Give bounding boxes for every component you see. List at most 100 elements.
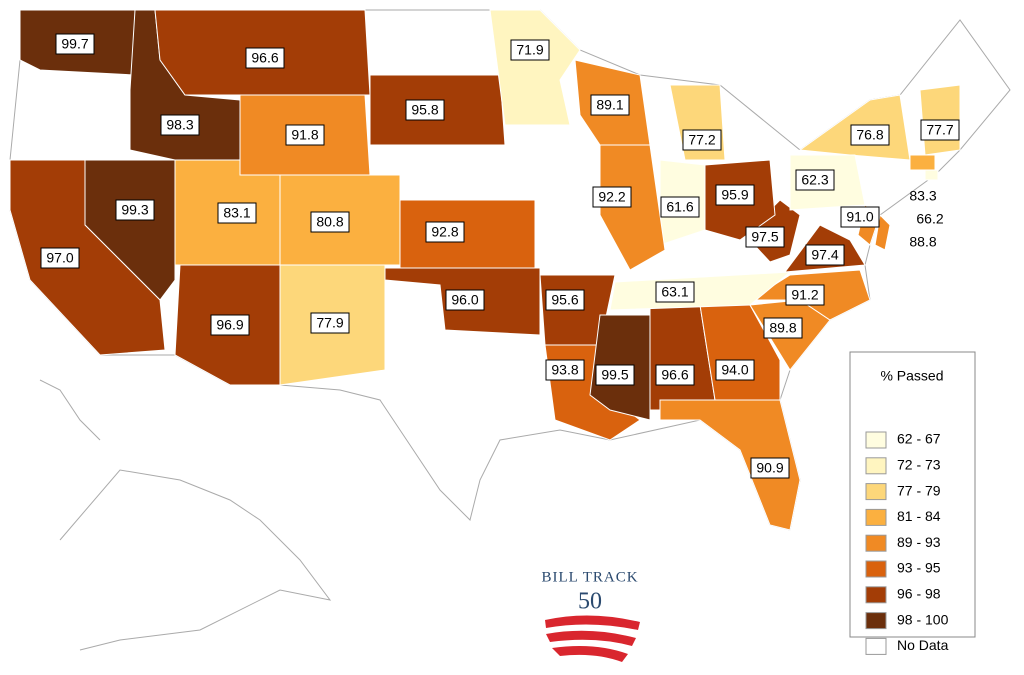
logo-stripe [552, 646, 628, 662]
state-value: 66.2 [916, 211, 943, 227]
legend-swatch [865, 534, 887, 552]
label-box [920, 119, 960, 141]
legend-swatch [865, 457, 887, 475]
label-box [310, 312, 350, 334]
state-value: 90.9 [756, 460, 783, 476]
logo-number: 50 [578, 589, 602, 615]
logo-name: BILL TRACK [541, 569, 638, 585]
label-box [405, 99, 445, 121]
logo-stripe [545, 615, 640, 630]
state [399, 199, 536, 269]
label-box [210, 314, 250, 336]
state-value: 62.3 [801, 172, 828, 188]
state-value: 99.5 [601, 367, 628, 383]
label-box [245, 47, 285, 69]
legend-label: 93 - 95 [897, 560, 941, 576]
legend-label: No Data [897, 637, 949, 653]
legend-swatch [865, 560, 887, 578]
label-box [545, 289, 585, 311]
state-value: 96.6 [251, 50, 278, 66]
label-box [115, 199, 155, 221]
state-value: 95.6 [551, 292, 578, 308]
label-box [840, 206, 880, 228]
label-box [682, 129, 722, 151]
state-value: 91.8 [291, 127, 318, 143]
state-value: 80.8 [316, 214, 343, 230]
state-value: 92.2 [598, 189, 625, 205]
label-box [750, 457, 790, 479]
state-value: 96.9 [216, 317, 243, 333]
label-box [510, 39, 550, 61]
label-box [425, 221, 465, 243]
state-value: 97.0 [46, 250, 73, 266]
label-box [40, 247, 80, 269]
state [609, 271, 792, 311]
logo-stripe [546, 630, 636, 646]
label-box [590, 94, 630, 116]
states [9, 9, 961, 531]
legend-swatch [865, 431, 887, 449]
state-value: 77.9 [316, 315, 343, 331]
legend-swatch [865, 483, 887, 501]
state-value: 88.8 [909, 234, 936, 250]
state [909, 154, 936, 171]
legend-label: 89 - 93 [897, 534, 941, 550]
label-box [445, 289, 485, 311]
label-box [160, 114, 200, 136]
state-value: 96.0 [451, 292, 478, 308]
alaska-outline [59, 469, 332, 651]
state-value: 94.0 [721, 362, 748, 378]
state-value: 97.5 [751, 229, 778, 245]
label-box [55, 33, 95, 55]
state [9, 159, 166, 356]
label-box [655, 281, 695, 303]
legend-label: 72 - 73 [897, 457, 941, 473]
state [659, 399, 801, 531]
legend-label: 81 - 84 [897, 508, 941, 524]
state-value: 83.3 [909, 188, 936, 204]
state-value: 99.7 [61, 36, 88, 52]
label-box [545, 359, 585, 381]
label-box [217, 202, 257, 224]
state-value: 97.4 [811, 247, 838, 263]
label-box [660, 196, 700, 218]
state-value: 98.3 [166, 117, 193, 133]
state-value: 91.2 [791, 287, 818, 303]
label-box [785, 284, 825, 306]
state-value: 76.8 [856, 127, 883, 143]
label-box [592, 186, 632, 208]
legend-swatch [865, 637, 887, 655]
state-value: 96.6 [661, 367, 688, 383]
label-box [285, 124, 325, 146]
state [489, 9, 581, 126]
label-box [805, 244, 845, 266]
label-box [310, 211, 350, 233]
legend-swatch [865, 586, 887, 604]
state-value: 99.3 [121, 202, 148, 218]
state-value: 61.6 [666, 199, 693, 215]
legend-label: 77 - 79 [897, 482, 941, 498]
legend-label: 98 - 100 [897, 611, 949, 627]
state-value: 91.0 [846, 209, 873, 225]
legend-swatch [865, 612, 887, 630]
state-value: 83.1 [223, 205, 250, 221]
legend-swatch [865, 508, 887, 526]
label-box [745, 226, 785, 248]
state-value: 93.8 [551, 362, 578, 378]
state-value: 92.8 [431, 224, 458, 240]
state [924, 169, 939, 181]
label-box [715, 359, 755, 381]
state-value: 71.9 [516, 42, 543, 58]
state-value: 89.8 [769, 320, 796, 336]
state-value: 95.8 [411, 102, 438, 118]
hawaii-outline [39, 379, 101, 441]
labels: 99.7 98.3 96.6 91.8 95.8 99.3 97.0 83.1 80.8 96.9… [40, 33, 960, 479]
state-value: 95.9 [721, 187, 748, 203]
label-box [763, 317, 803, 339]
legend-items: 62 - 67 72 - 73 77 - 79 81 - 84 89 - 93 93 - … [865, 431, 949, 655]
legend-label: 96 - 98 [897, 586, 941, 602]
state-value: 77.7 [926, 122, 953, 138]
state-value: 89.1 [596, 97, 623, 113]
legend-title: % Passed [880, 368, 943, 384]
